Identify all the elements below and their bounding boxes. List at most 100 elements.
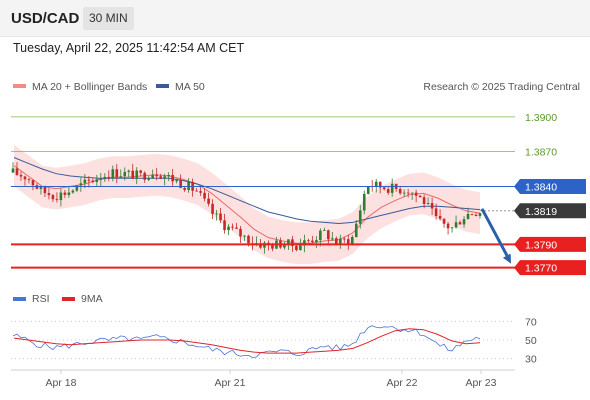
candle: [151, 169, 155, 179]
candle: [327, 229, 330, 244]
candle: [406, 188, 410, 198]
candle: [307, 238, 310, 243]
candle: [103, 173, 107, 182]
candle: [39, 185, 43, 195]
candle: [31, 179, 35, 191]
candle: [159, 173, 162, 180]
candle: [155, 167, 158, 181]
candle: [331, 231, 334, 241]
rsi-tick-label: 70: [525, 316, 537, 328]
candle: [362, 190, 366, 215]
ma9-line: [13, 328, 481, 354]
rsi-tick-label: 50: [525, 335, 537, 347]
candle: [335, 236, 338, 245]
ma9-legend-label: 9MA: [81, 293, 103, 305]
ma50-legend-swatch: [156, 84, 169, 88]
candle: [434, 203, 438, 220]
candle: [47, 188, 51, 200]
ma50-legend-label: MA 50: [175, 81, 205, 93]
candle: [323, 227, 326, 231]
candle: [131, 163, 135, 179]
candle: [378, 181, 382, 194]
candle: [223, 213, 226, 234]
candle: [211, 199, 214, 220]
candle: [43, 185, 47, 197]
candle: [67, 186, 71, 198]
candle: [454, 215, 458, 229]
candle: [91, 178, 95, 184]
candle: [123, 167, 127, 181]
candle: [414, 189, 418, 203]
candle: [438, 209, 442, 221]
candle: [51, 193, 55, 202]
level-label: 1.3840: [525, 181, 557, 193]
candle: [135, 167, 139, 185]
candle: [474, 212, 478, 217]
rsi-line: [12, 325, 481, 358]
candle: [430, 197, 434, 216]
candle: [179, 174, 182, 189]
candle: [478, 212, 482, 219]
candle: [63, 189, 67, 199]
candle: [470, 213, 474, 216]
forecast-arrow: [480, 208, 511, 264]
x-tick-label: Apr 18: [46, 377, 77, 389]
candle: [23, 175, 27, 186]
x-tick-label: Apr 21: [215, 377, 246, 389]
candle: [283, 242, 286, 250]
candle: [55, 192, 59, 203]
candle: [410, 192, 414, 200]
candle: [175, 178, 178, 184]
price-plot: [11, 144, 482, 265]
candle: [111, 165, 115, 182]
candle: [167, 172, 170, 182]
candle: [442, 218, 446, 228]
ma20-legend-label: MA 20 + Bollinger Bands: [32, 81, 147, 93]
x-tick-label: Apr 23: [466, 377, 497, 389]
ma50-line: [13, 157, 481, 225]
candle: [338, 234, 342, 249]
candle: [386, 187, 390, 195]
timestamp: Tuesday, April 22, 2025 11:42:54 AM CET: [13, 41, 245, 55]
candle: [235, 222, 238, 229]
level-label-resistance: 1.3900: [525, 112, 557, 124]
candle: [243, 235, 246, 241]
candle: [315, 236, 318, 248]
candle: [466, 207, 470, 220]
candle: [374, 178, 378, 193]
candle: [183, 187, 186, 192]
x-tick-label: Apr 22: [387, 377, 418, 389]
candle: [171, 168, 174, 186]
rsi-legend-swatch: [13, 297, 26, 301]
candle: [79, 177, 83, 192]
candle: [59, 188, 63, 207]
candle: [342, 237, 346, 243]
candle: [398, 185, 402, 196]
rsi-tick-label: 30: [525, 354, 537, 366]
candle: [15, 162, 19, 176]
candle: [239, 225, 242, 244]
level-label: 1.3819: [525, 206, 557, 218]
candle: [119, 169, 123, 179]
candle: [390, 178, 394, 197]
level-label: 1.3790: [525, 239, 557, 251]
candle: [450, 226, 454, 233]
level-tag-support: 1.3770: [514, 260, 586, 276]
candle: [231, 223, 234, 231]
candle: [346, 234, 350, 250]
candle: [199, 186, 202, 196]
candle: [358, 205, 362, 229]
candle: [127, 169, 131, 178]
level-tag-current: 1.3819: [514, 203, 586, 219]
candle: [139, 169, 143, 176]
candle: [147, 176, 151, 182]
candle: [163, 173, 166, 186]
ma20-legend-swatch: [13, 84, 26, 88]
symbol-title: USD/CAD: [11, 10, 80, 27]
timeframe-badge[interactable]: 30 MIN: [83, 7, 134, 30]
candle: [203, 188, 206, 202]
bollinger-band: [14, 144, 480, 265]
candle: [11, 162, 15, 174]
candle: [71, 189, 75, 194]
